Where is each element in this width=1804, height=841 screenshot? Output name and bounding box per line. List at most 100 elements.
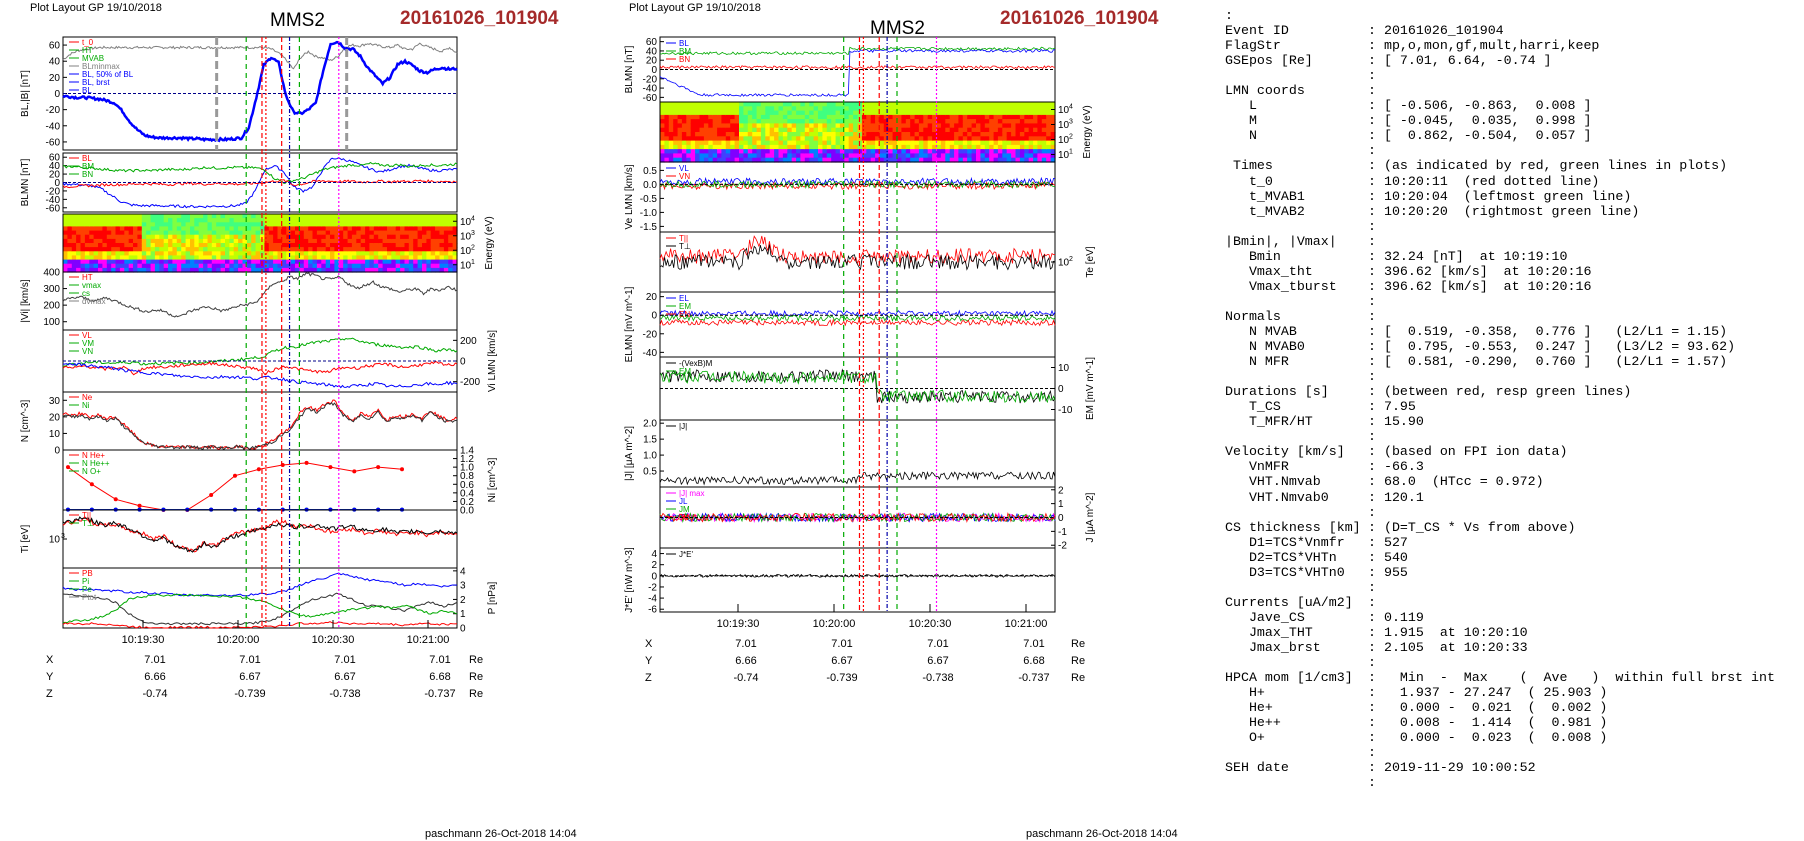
spectrogram-cell (673, 114, 679, 120)
spectrogram-cell (712, 123, 718, 129)
spectrogram-cell (835, 123, 841, 129)
info-line: : (1225, 8, 1775, 23)
spectrogram-cell (369, 251, 375, 256)
spectrogram-cell (80, 218, 86, 223)
spectrogram-cell (936, 110, 942, 116)
spectrogram-cell (1002, 127, 1008, 133)
legend-entry: Ne (82, 393, 93, 402)
spectrogram-cell (708, 110, 714, 116)
spectrogram-cell (681, 102, 687, 107)
spectrogram-cell (901, 149, 907, 154)
legend-entry: |J| max (679, 489, 705, 498)
spectrogram-cell (861, 153, 867, 159)
spectrogram-cell (822, 144, 828, 150)
spectrogram-cell (452, 255, 458, 261)
spectrogram-cell (290, 263, 296, 269)
spectrogram-cell (918, 106, 924, 112)
spectrogram-cell (63, 255, 68, 261)
spectrogram-cell (1006, 136, 1012, 142)
spectrogram-cell (71, 234, 77, 240)
spectrogram-cell (211, 226, 217, 232)
spectrogram-cell (760, 136, 766, 142)
y-tick-label: -20 (46, 186, 61, 197)
spectrogram-cell (251, 251, 257, 256)
spectrogram-cell (686, 102, 692, 107)
spectrogram-cell (721, 119, 727, 124)
spectrogram-cell (1002, 140, 1008, 146)
spectrogram-cell (141, 218, 147, 223)
spectrogram-cell (839, 140, 845, 146)
spectrogram-cell (668, 153, 674, 159)
spectrogram-cell (343, 259, 349, 265)
spectrogram-cell (128, 222, 134, 227)
spectrogram-cell (316, 222, 322, 227)
spectrogram-cell (945, 132, 951, 137)
spectrogram-cell (905, 110, 911, 116)
info-line: : (1225, 745, 1775, 760)
spectrogram-cell (251, 226, 257, 232)
info-key: D3=TCS*VHTn0 (1225, 564, 1345, 580)
spectrogram-cell (404, 243, 410, 248)
spectrogram-cell (769, 149, 775, 154)
spectrogram-cell (408, 226, 414, 232)
info-value: : 10:20:04 (leftmost green line) (1368, 188, 1632, 204)
spectrogram-cell (897, 140, 902, 146)
spectrogram-cell (119, 259, 125, 265)
spectrogram-cell (225, 243, 230, 248)
spectrogram-cell (316, 214, 322, 219)
spectrogram-cell (400, 247, 406, 252)
spectrogram-cell (804, 110, 810, 116)
spectrogram-cell (115, 226, 121, 232)
spectrogram-cell (255, 263, 261, 269)
spectrogram-cell (993, 119, 999, 124)
spectrogram-cell (769, 132, 775, 137)
spectrogram-cell (910, 119, 916, 124)
spectrogram-cell (1015, 144, 1021, 150)
spectrogram-cell (404, 226, 410, 232)
spectrogram-cell (809, 153, 815, 159)
spectrogram-cell (721, 140, 727, 146)
spectrogram-cell (945, 149, 951, 154)
spectrogram-cell (1037, 149, 1043, 154)
spectrogram-cell (1037, 114, 1043, 120)
spectrogram-cell (373, 218, 379, 223)
spectrogram-cell (150, 243, 156, 248)
info-line: Currents [uA/m2]: (1225, 595, 1775, 610)
y-tick-label: -40 (643, 348, 658, 359)
spectrogram-cell (325, 267, 331, 273)
spectrogram-cell (923, 106, 929, 112)
spectrogram-cell (334, 218, 340, 223)
spectrogram-cell (927, 102, 933, 107)
spectrogram-cell (932, 153, 938, 159)
spectrogram-cell (1033, 106, 1039, 112)
spectrogram-cell (835, 102, 841, 107)
spectrogram-cell (387, 243, 392, 248)
spectrogram-cell (747, 102, 753, 107)
info-value: : 2.105 at 10:20:33 (1368, 639, 1528, 655)
legend-entry: N O+ (82, 467, 101, 476)
spectrogram-cell (452, 251, 458, 256)
info-value: : Min - Max ( Ave ) within full brst int (1368, 670, 1775, 686)
spectrogram-cell (163, 259, 169, 265)
y-tick-label: -20 (46, 105, 61, 116)
spectrogram-cell (347, 226, 353, 232)
spectrogram-cell (861, 123, 867, 129)
series-line (659, 244, 1056, 271)
spectrogram-cell (747, 144, 753, 150)
spectrogram-cell (673, 106, 679, 112)
spectrogram-cell (721, 144, 727, 150)
spectrogram-cell (739, 149, 744, 154)
spectrogram-cell (443, 255, 449, 261)
spectrogram-cell (172, 259, 178, 265)
spectrogram-cell (255, 218, 261, 223)
spectrogram-cell (128, 238, 134, 244)
spectrogram-cell (365, 218, 371, 223)
spectrogram-cell (861, 157, 867, 163)
spectrogram-cell (918, 114, 924, 120)
spectrogram-cell (387, 222, 392, 227)
spectrogram-cell (295, 222, 300, 227)
spectrogram-cell (927, 149, 933, 154)
spectrogram-cell (89, 263, 95, 269)
spectrogram-cell (102, 226, 108, 232)
spectrogram-cell (133, 238, 138, 244)
